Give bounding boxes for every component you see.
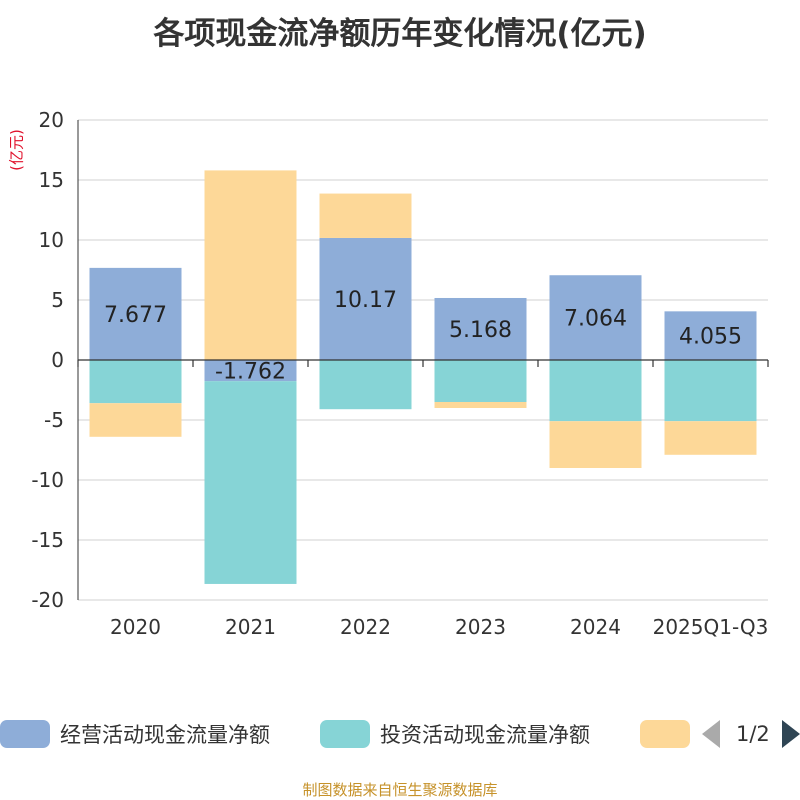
- y-tick-label: 5: [51, 288, 64, 312]
- bar-series1-2024: [549, 360, 642, 422]
- x-tick-label: 2023: [455, 615, 506, 639]
- y-tick-label: 10: [39, 228, 64, 252]
- y-tick-label: 20: [39, 108, 64, 132]
- bar-series0-2022: [319, 237, 412, 360]
- legend-swatch-investing: [320, 720, 370, 748]
- bar-series0-2023: [434, 297, 527, 360]
- legend-label-investing: 投资活动现金流量净额: [380, 723, 590, 747]
- data-label: 5.168: [449, 318, 512, 343]
- x-tick-label: 2024: [570, 615, 621, 639]
- y-tick-label: -15: [31, 528, 64, 552]
- bar-series1-2022: [319, 360, 412, 410]
- legend-item-investing[interactable]: 投资活动现金流量净额: [320, 716, 590, 752]
- y-tick-label: 15: [39, 168, 64, 192]
- bar-series2-2023: [434, 402, 527, 408]
- y-tick-label: -10: [31, 468, 64, 492]
- data-label: 7.064: [564, 307, 627, 332]
- legend-swatch-financing: [640, 720, 690, 748]
- bar-series0-2021: [204, 360, 297, 382]
- legend-swatch-operating: [0, 720, 50, 748]
- legend: 经营活动现金流量净额 投资活动现金流量净额 1/2: [0, 716, 800, 756]
- bar-series1-2023: [434, 360, 527, 402]
- bar-series1-2025Q1-Q3: [664, 360, 757, 422]
- x-tick-label: 2022: [340, 615, 391, 639]
- data-label: 4.055: [679, 325, 742, 350]
- data-label: 7.677: [104, 303, 167, 328]
- bar-series2-2024: [549, 421, 642, 468]
- legend-item-operating[interactable]: 经营活动现金流量净额: [0, 716, 270, 752]
- y-tick-label: -20: [31, 588, 64, 612]
- data-label: 10.17: [334, 288, 397, 313]
- x-tick-label: 2025Q1-Q3: [653, 615, 769, 639]
- bar-series2-2021: [204, 170, 297, 360]
- legend-label-operating: 经营活动现金流量净额: [60, 723, 270, 747]
- bar-series1-2020: [89, 360, 182, 404]
- bar-series1-2021: [204, 381, 297, 584]
- legend-next-icon[interactable]: [781, 720, 800, 748]
- data-source-note: 制图数据来自恒生聚源数据库: [302, 781, 498, 799]
- y-tick-label: 0: [51, 348, 64, 372]
- legend-item-financing[interactable]: [640, 716, 690, 752]
- x-tick-label: 2020: [110, 615, 161, 639]
- legend-page-indicator: 1/2: [736, 722, 770, 746]
- bar-series0-2024: [549, 275, 642, 360]
- bar-series2-2025Q1-Q3: [664, 421, 757, 455]
- bar-series0-2020: [89, 267, 182, 360]
- legend-prev-icon[interactable]: [702, 720, 720, 748]
- legend-pager: 1/2: [702, 716, 800, 752]
- chart-plot: 20 15 10 5 0 -5 -10 -15 -20 2020 2021 2022 2023 2024 2…: [31, 108, 769, 639]
- bar-series2-2022: [319, 193, 412, 238]
- chart-title: 各项现金流净额历年变化情况(亿元): [153, 16, 647, 52]
- y-tick-label: -5: [44, 408, 64, 432]
- x-tick-label: 2021: [225, 615, 276, 639]
- bar-series2-2020: [89, 403, 182, 437]
- data-label: -1.762: [215, 360, 286, 385]
- bar-series0-2025Q1-Q3: [664, 311, 757, 360]
